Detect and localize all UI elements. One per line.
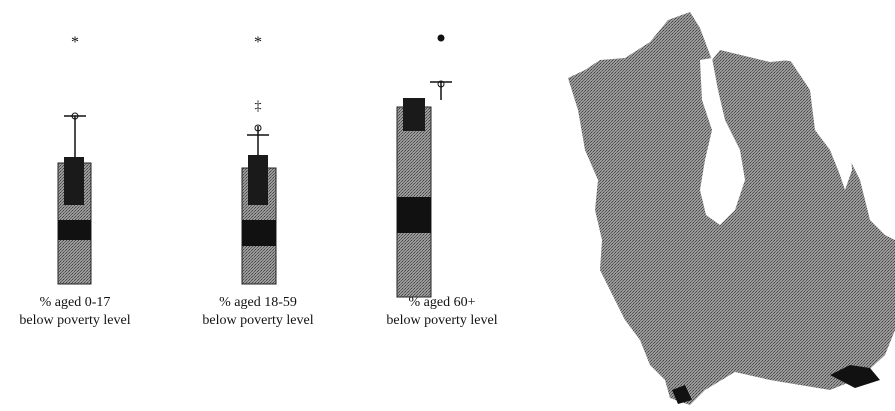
- label: below poverty level: [386, 313, 497, 328]
- label: % aged 60+: [409, 295, 476, 310]
- highlight: [672, 385, 692, 404]
- glyph-3: [396, 34, 452, 298]
- outlier: *: [254, 34, 262, 51]
- inner-box: [403, 98, 425, 131]
- label: below poverty level: [202, 313, 313, 328]
- outlier: [437, 34, 445, 42]
- outlier: [71, 112, 79, 120]
- inner-box: [64, 157, 84, 205]
- inner-box: [248, 155, 268, 205]
- glyph-1: *: [57, 34, 92, 285]
- outlier: [437, 80, 445, 88]
- lake: [838, 140, 852, 190]
- label: % aged 0-17: [40, 295, 111, 310]
- median-band: [242, 220, 276, 246]
- label: below poverty level: [19, 313, 130, 328]
- map: [568, 12, 895, 405]
- median-band: [397, 197, 431, 233]
- highlight: [830, 365, 880, 388]
- lake: [700, 58, 745, 225]
- lake: [740, 40, 800, 62]
- label: % aged 18-59: [219, 295, 297, 310]
- outlier: ‡: [255, 99, 262, 114]
- median-band: [58, 220, 91, 240]
- glyph-2: * ‡: [241, 34, 277, 285]
- outlier: *: [71, 34, 79, 51]
- outlier: [254, 124, 262, 132]
